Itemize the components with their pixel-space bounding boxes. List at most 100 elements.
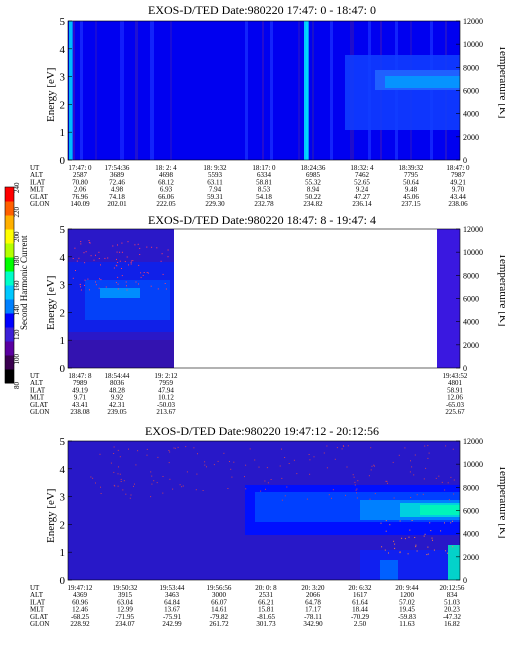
noise-dot xyxy=(296,473,298,475)
row-label: UT xyxy=(30,584,40,592)
y-tick-label: 4 xyxy=(60,44,66,56)
noise-dot xyxy=(151,483,153,485)
row-label: UT xyxy=(30,164,40,172)
table-cell: 48.28 xyxy=(109,386,125,394)
table-cell: 63.11 xyxy=(207,178,223,186)
noise-dot xyxy=(265,488,266,490)
noise-dot xyxy=(181,486,183,488)
noise-dot xyxy=(249,448,251,450)
table-cell: 50.64 xyxy=(403,178,419,186)
table-cell: 228.92 xyxy=(70,620,90,628)
noise-dot xyxy=(385,480,387,482)
noise-dot xyxy=(107,257,109,259)
streak xyxy=(304,21,308,160)
noise-dot xyxy=(293,459,295,461)
noise-dot xyxy=(204,464,206,466)
noise-dot xyxy=(146,448,148,450)
table-cell: 18:54:44 xyxy=(105,372,130,380)
noise-dot xyxy=(427,546,429,548)
table-cell: 1200 xyxy=(400,591,415,599)
table-cell: 19:56:56 xyxy=(207,584,232,592)
noise-dot xyxy=(167,249,169,251)
table-cell: 9.48 xyxy=(405,186,418,194)
table-cell: 49.21 xyxy=(450,178,466,186)
table-cell: 2.50 xyxy=(354,620,367,628)
noise-dot xyxy=(121,275,123,277)
table-cell: 7462 xyxy=(355,171,370,179)
noise-dot xyxy=(139,247,141,249)
noise-dot xyxy=(174,447,176,449)
noise-dot xyxy=(413,474,415,476)
table-cell: 18:39:32 xyxy=(399,164,424,172)
noise-dot xyxy=(117,276,119,278)
noise-dot xyxy=(352,474,354,476)
noise-dot xyxy=(115,264,117,266)
noise-dot xyxy=(429,522,431,524)
noise-dot xyxy=(450,522,452,524)
noise-dot xyxy=(445,445,447,447)
noise-dot xyxy=(162,492,164,494)
noise-dot xyxy=(411,520,413,521)
table-cell: 14.61 xyxy=(211,606,227,614)
streak xyxy=(120,21,124,160)
table-cell: 20.23 xyxy=(444,606,460,614)
noise-dot xyxy=(80,243,82,245)
noise-dot xyxy=(245,464,247,466)
noise-dot xyxy=(245,488,247,490)
table-cell: 225.67 xyxy=(445,408,465,416)
noise-dot xyxy=(284,457,286,458)
table-cell: 20: 6:32 xyxy=(348,584,372,592)
noise-dot xyxy=(414,537,416,538)
table-cell: 15.81 xyxy=(258,606,274,614)
table-cell: 18:47: 0 xyxy=(446,164,470,172)
y-tick-label: 4 xyxy=(60,252,66,264)
noise-dot xyxy=(85,251,87,253)
noise-dot xyxy=(355,489,357,491)
row-label: ALT xyxy=(30,591,44,599)
noise-dot xyxy=(137,450,139,452)
table-cell: 261.72 xyxy=(209,620,229,628)
noise-dot xyxy=(72,258,74,259)
noise-dot xyxy=(80,286,81,288)
table-cell: 237.15 xyxy=(401,200,421,208)
noise-dot xyxy=(380,522,382,524)
noise-dot xyxy=(128,448,129,450)
table-cell: 8.94 xyxy=(307,186,320,194)
colorbar-cell xyxy=(5,299,14,314)
noise-dot xyxy=(119,260,121,262)
row-label: UT xyxy=(30,372,40,380)
noise-dot xyxy=(356,492,357,494)
noise-dot xyxy=(244,476,245,478)
noise-dot xyxy=(254,459,256,461)
noise-dot xyxy=(119,456,121,458)
panel-1-ylabel: Energy [eV] xyxy=(45,68,57,122)
table-cell: 74.18 xyxy=(109,193,125,201)
noise-dot xyxy=(368,475,370,477)
row-label: GLON xyxy=(30,200,49,208)
noise-dot xyxy=(229,461,230,462)
noise-dot xyxy=(119,251,121,253)
table-cell: 52.65 xyxy=(354,178,370,186)
noise-dot xyxy=(120,478,122,480)
table-cell: 234.07 xyxy=(115,620,135,628)
table-cell: -81.65 xyxy=(257,613,276,621)
y-tick-label: 3 xyxy=(60,280,66,292)
colorbar-cell xyxy=(5,355,14,370)
noise-dot xyxy=(87,278,89,280)
table-cell: 49.19 xyxy=(72,386,88,394)
noise-dot xyxy=(427,445,429,447)
noise-dot xyxy=(88,241,90,243)
noise-dot xyxy=(173,447,175,449)
noise-dot xyxy=(196,473,198,475)
table-cell: 9.24 xyxy=(356,186,369,194)
row-label: GLAT xyxy=(30,613,49,621)
colorbar-cell xyxy=(5,243,14,258)
noise-dot xyxy=(398,454,400,456)
noise-dot xyxy=(453,493,455,495)
colorbar-tick-label: 100 xyxy=(13,354,21,365)
table-cell: 57.02 xyxy=(399,598,415,606)
noise-dot xyxy=(153,480,155,482)
table-cell: 20: 9:44 xyxy=(395,584,419,592)
noise-dot xyxy=(142,274,144,276)
noise-dot xyxy=(356,488,358,490)
